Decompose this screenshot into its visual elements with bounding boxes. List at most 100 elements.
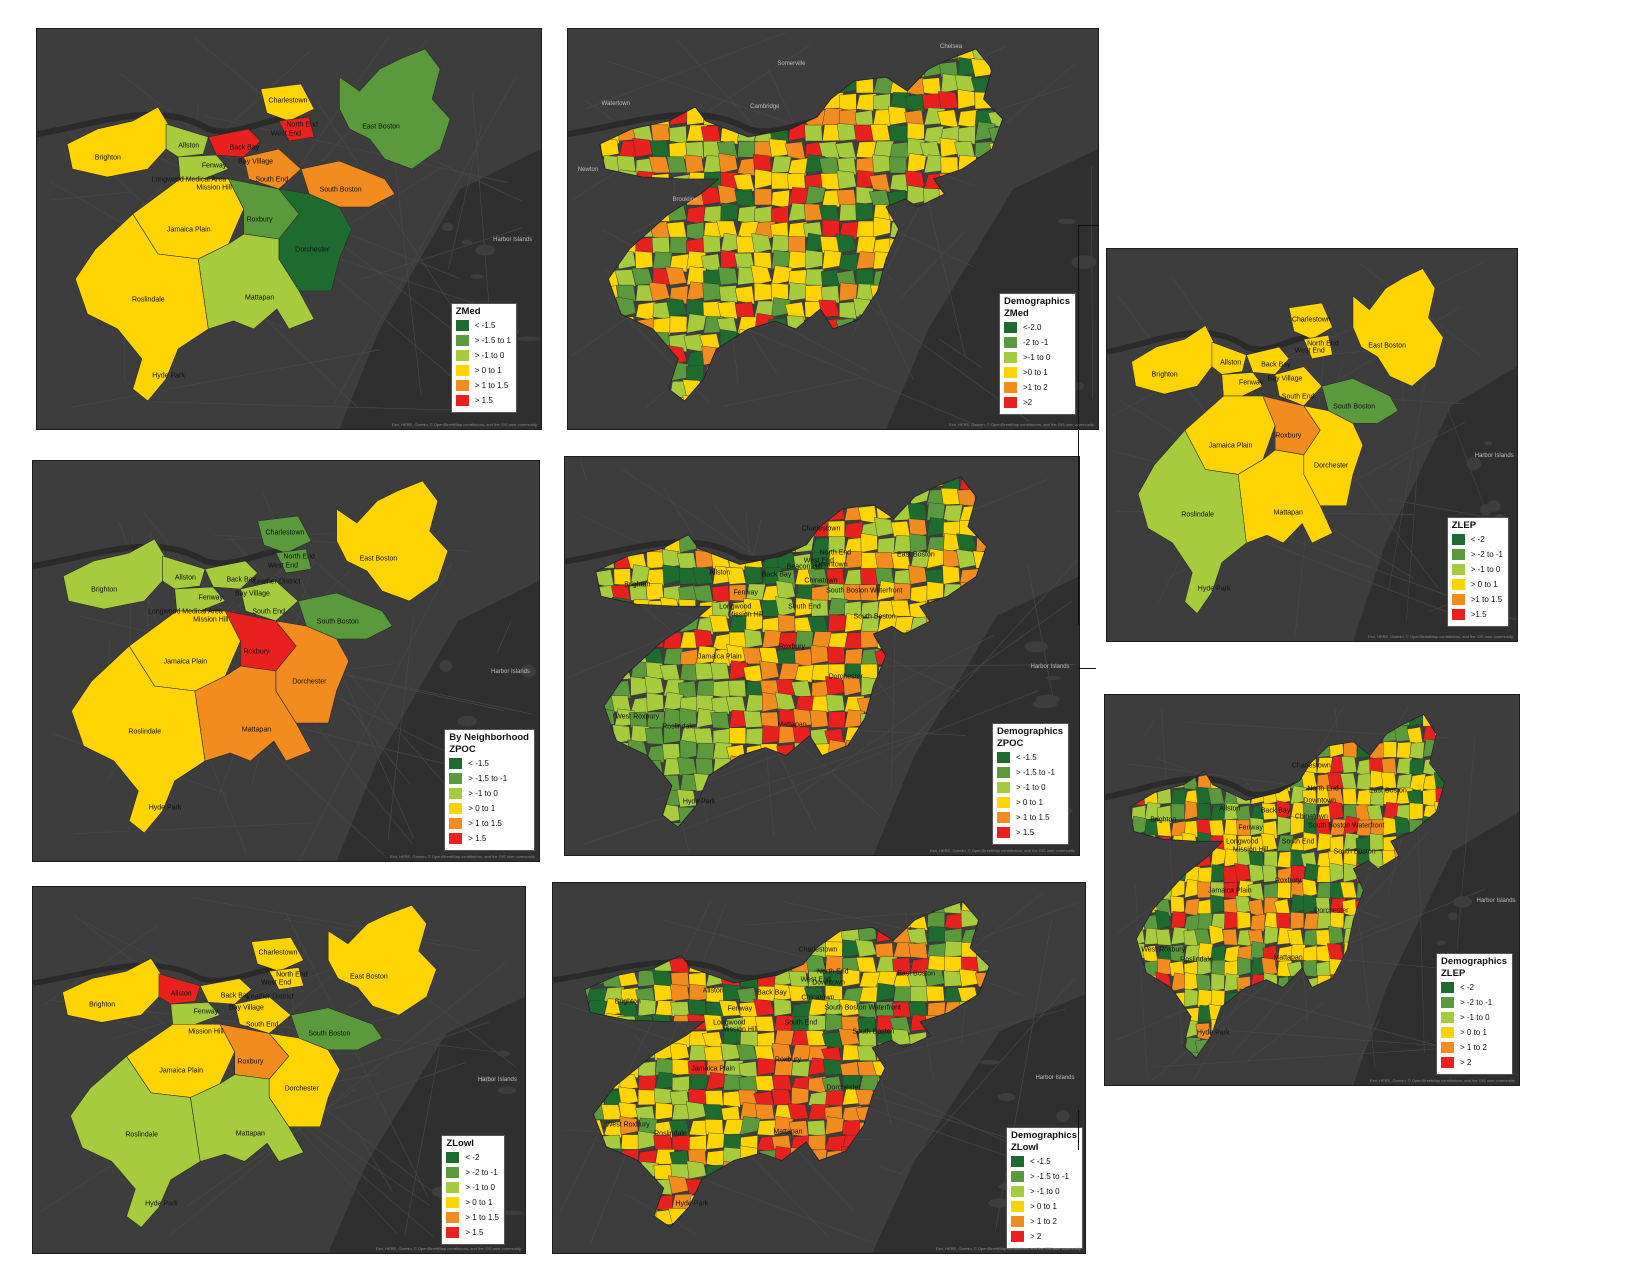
census-tract — [705, 1119, 724, 1135]
harbor-island — [1448, 912, 1458, 921]
census-tract — [688, 1135, 707, 1153]
map-legend: Demographics ZLEP < -2 > -2 to -1 > -1 to 0 >… — [1436, 953, 1513, 1075]
road-line — [679, 690, 1039, 832]
census-tract — [818, 204, 840, 222]
legend-swatch — [1441, 1027, 1454, 1038]
census-tract — [712, 680, 731, 699]
census-tract — [827, 632, 848, 650]
legend-item: >0 to 1 — [1004, 365, 1070, 380]
road-line — [579, 459, 587, 481]
census-tract — [805, 1030, 826, 1046]
census-tract — [1260, 832, 1278, 852]
census-tract — [890, 600, 911, 617]
road-line — [356, 1130, 393, 1192]
legend-item: > -1 to 0 — [449, 786, 529, 801]
census-tract — [702, 282, 721, 302]
legend-swatch — [997, 767, 1010, 778]
map-panel-zlep-neighborhood: Charlestown East Boston North End West End B… — [1106, 248, 1518, 642]
census-tract — [711, 600, 730, 620]
neighborhood-region-northend — [278, 116, 315, 142]
census-tract — [711, 584, 730, 604]
harbor-island — [461, 239, 473, 245]
census-tract — [788, 187, 810, 206]
map-legend: Demographics ZMed <-2.0 -2 to -1 >-1 to 0 >0 … — [999, 293, 1076, 415]
census-tract — [666, 156, 687, 174]
census-tract — [1381, 771, 1397, 789]
census-tract — [613, 568, 632, 586]
legend-item: > 1 to 1.5 — [997, 810, 1063, 825]
census-tract — [712, 648, 733, 667]
neighborhood-region-backbay — [204, 560, 259, 590]
census-tract — [939, 137, 959, 158]
neighborhood-region-roslindale — [74, 213, 209, 402]
census-tract — [650, 124, 670, 142]
census-tract — [876, 982, 896, 1002]
legend-item: > 0 to 1 — [455, 363, 511, 378]
census-tract — [630, 696, 652, 716]
neighborhood-region-mattapan — [197, 233, 315, 330]
census-tract — [670, 983, 690, 1002]
harbor-island — [475, 244, 496, 256]
census-tract — [827, 711, 846, 728]
census-tract — [910, 550, 931, 569]
census-tract — [686, 1160, 707, 1180]
legend-item: > 1.5 — [997, 825, 1063, 840]
census-tract — [685, 141, 704, 160]
road-line — [800, 601, 1072, 794]
neighborhood-region-charlestown — [251, 937, 305, 972]
legend-item: < -2 — [1441, 980, 1507, 995]
census-tract — [1316, 882, 1332, 899]
legend-item: > -1 to 0 — [1011, 1184, 1077, 1199]
census-tract — [910, 585, 928, 604]
census-tract — [788, 971, 809, 987]
census-tract — [836, 123, 857, 142]
census-tract — [839, 999, 860, 1017]
road-line — [1388, 455, 1410, 470]
charles-river — [37, 111, 300, 137]
census-tract — [679, 707, 697, 728]
census-tract — [908, 1001, 928, 1018]
legend-label: > 1.5 — [465, 1227, 484, 1237]
census-tract — [665, 266, 687, 286]
census-tract — [844, 648, 863, 667]
map-legend: ZMed < -1.5 > -1.5 to 1 > -1 to 0 > 0 to 1 > … — [450, 302, 517, 413]
legend-label: > -1 to 0 — [468, 788, 498, 798]
road-line — [900, 230, 967, 299]
harbor-island — [1071, 255, 1097, 270]
legend-item: > -1.5 to -1 — [449, 771, 529, 786]
census-tract — [825, 941, 843, 958]
census-tract — [805, 249, 823, 270]
legend-swatch — [455, 365, 469, 376]
census-tract — [653, 1134, 673, 1151]
census-tract — [703, 1046, 724, 1063]
census-tract — [1196, 802, 1212, 821]
census-tract — [1171, 788, 1187, 806]
harbor-island — [1484, 441, 1493, 446]
map-legend: Demographics ZLowI < -1.5 > -1.5 to -1 > -1 … — [1006, 1127, 1083, 1249]
harbor-island — [988, 1198, 1010, 1208]
census-tract — [1329, 835, 1344, 854]
legend-item: > -1.5 to -1 — [1011, 1169, 1077, 1184]
census-tract — [905, 170, 925, 190]
census-tract — [873, 216, 891, 238]
census-tract — [646, 744, 668, 764]
census-tract — [1195, 1022, 1212, 1040]
census-tract — [944, 940, 963, 958]
legend-label: > 1.5 — [468, 833, 487, 843]
legend-swatch — [997, 797, 1010, 808]
neighborhood-region-mattapan — [190, 1074, 305, 1162]
census-tract — [839, 253, 859, 272]
harbor-island — [1453, 896, 1473, 908]
connector-tick — [1078, 668, 1096, 669]
neighborhood-region-roslindale — [71, 645, 206, 834]
road-line — [938, 338, 983, 369]
census-tract — [1340, 773, 1357, 790]
legend-item: > -2 to -1 — [1451, 547, 1503, 562]
harbor-island — [979, 1059, 1001, 1065]
census-tract — [1261, 802, 1278, 821]
census-tract — [825, 1090, 845, 1107]
road-line — [1456, 736, 1476, 950]
census-tract — [754, 188, 772, 206]
census-tract — [1210, 847, 1227, 867]
census-tract — [860, 600, 879, 620]
